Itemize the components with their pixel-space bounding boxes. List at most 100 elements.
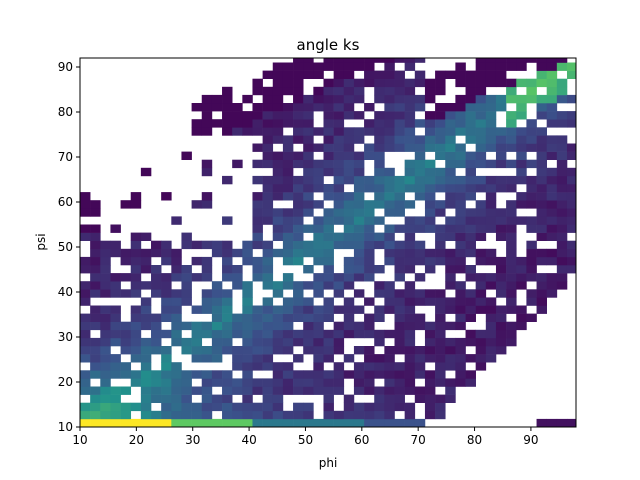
heatmap-cell bbox=[374, 410, 385, 420]
heatmap-cell bbox=[262, 94, 274, 104]
heatmap-cell bbox=[424, 386, 436, 395]
heatmap-cell bbox=[353, 111, 365, 120]
heatmap-cell bbox=[404, 346, 416, 355]
heatmap-cell bbox=[435, 232, 446, 241]
heatmap-cell bbox=[282, 386, 294, 395]
heatmap-cell bbox=[161, 386, 172, 395]
heatmap-cell bbox=[404, 175, 416, 185]
heatmap-cell bbox=[343, 224, 355, 233]
heatmap-cell bbox=[536, 143, 547, 152]
heatmap-cell bbox=[272, 305, 284, 314]
heatmap-cell bbox=[323, 111, 334, 120]
heatmap-cell bbox=[465, 216, 476, 225]
heatmap-cell bbox=[262, 175, 274, 185]
heatmap-cell bbox=[536, 273, 547, 282]
heatmap-cell bbox=[110, 305, 121, 314]
heatmap-cell bbox=[404, 265, 416, 274]
heatmap-cell bbox=[465, 70, 476, 79]
heatmap-cell bbox=[404, 135, 416, 144]
heatmap-cell bbox=[435, 370, 446, 379]
heatmap-cell bbox=[293, 151, 304, 160]
heatmap-cell bbox=[90, 273, 101, 282]
heatmap-cell bbox=[424, 143, 436, 152]
heatmap-cell bbox=[343, 216, 355, 225]
heatmap-cell bbox=[404, 297, 416, 306]
heatmap-cell bbox=[536, 248, 547, 258]
heatmap-cell bbox=[343, 410, 355, 420]
heatmap-cell bbox=[404, 200, 416, 209]
heatmap-cell bbox=[526, 78, 537, 88]
heatmap-cell bbox=[485, 281, 497, 290]
heatmap-cell bbox=[384, 386, 395, 395]
heatmap-cell bbox=[495, 313, 507, 322]
heatmap-cell bbox=[364, 175, 375, 185]
heatmap-cell bbox=[252, 402, 263, 412]
heatmap-cell bbox=[232, 313, 243, 322]
heatmap-cell bbox=[556, 119, 568, 128]
heatmap-cell bbox=[506, 143, 517, 152]
heatmap-cell bbox=[303, 240, 314, 250]
heatmap-cell bbox=[333, 305, 345, 314]
heatmap-cell bbox=[262, 418, 274, 428]
heatmap-cell bbox=[516, 62, 527, 71]
heatmap-cell bbox=[384, 175, 395, 185]
heatmap-cell bbox=[374, 167, 385, 177]
heatmap-cell bbox=[394, 297, 405, 306]
heatmap-cell bbox=[455, 248, 466, 258]
heatmap-cell bbox=[272, 362, 284, 371]
heatmap-cell bbox=[495, 58, 507, 63]
heatmap-cell bbox=[475, 62, 487, 71]
heatmap-cell bbox=[222, 321, 233, 331]
heatmap-cell bbox=[556, 111, 568, 120]
heatmap-cell bbox=[465, 94, 476, 104]
heatmap-cell bbox=[394, 273, 405, 282]
heatmap-cell bbox=[424, 192, 436, 201]
heatmap-cell bbox=[282, 370, 294, 379]
heatmap-cell bbox=[140, 248, 152, 258]
heatmap-cell bbox=[435, 337, 446, 347]
heatmap-cell bbox=[80, 337, 91, 347]
heatmap-cell bbox=[100, 354, 111, 363]
heatmap-cell bbox=[90, 418, 101, 428]
heatmap-cell bbox=[140, 346, 152, 355]
heatmap-cell bbox=[272, 329, 284, 339]
heatmap-cell bbox=[536, 192, 547, 201]
heatmap-cell bbox=[171, 394, 182, 403]
heatmap-cell bbox=[303, 175, 314, 185]
heatmap-cell bbox=[424, 256, 436, 266]
heatmap-cell bbox=[282, 224, 294, 233]
heatmap-cell bbox=[293, 62, 304, 71]
heatmap-cell bbox=[516, 78, 527, 88]
heatmap-cell bbox=[495, 289, 507, 298]
heatmap-cell bbox=[384, 402, 395, 412]
heatmap-cell bbox=[242, 119, 253, 128]
heatmap-cell bbox=[151, 346, 162, 355]
heatmap-cell bbox=[556, 200, 568, 209]
heatmap-cell bbox=[374, 127, 385, 136]
heatmap-cell bbox=[455, 119, 466, 128]
heatmap-cell bbox=[364, 232, 375, 241]
heatmap-cell bbox=[353, 256, 365, 266]
heatmap-cell bbox=[313, 346, 324, 355]
heatmap-cell bbox=[536, 208, 547, 217]
heatmap-cell bbox=[384, 62, 395, 71]
heatmap-cell bbox=[161, 192, 172, 201]
heatmap-cell bbox=[120, 418, 132, 428]
heatmap-cell bbox=[343, 58, 355, 63]
heatmap-cell bbox=[171, 313, 182, 322]
heatmap-cell bbox=[353, 192, 365, 201]
heatmap-cell bbox=[465, 337, 476, 347]
heatmap-cell bbox=[100, 248, 111, 258]
heatmap-cell bbox=[282, 70, 294, 79]
heatmap-cell bbox=[485, 143, 497, 152]
heatmap-cell bbox=[272, 232, 284, 241]
heatmap-cell bbox=[303, 167, 314, 177]
heatmap-cell bbox=[404, 119, 416, 128]
heatmap-cell bbox=[293, 119, 304, 128]
heatmap-cell bbox=[364, 216, 375, 225]
heatmap-cell bbox=[445, 224, 456, 233]
heatmap-cell bbox=[161, 378, 172, 387]
heatmap-cell bbox=[394, 58, 405, 63]
heatmap-cell bbox=[262, 103, 274, 112]
heatmap-cell bbox=[506, 265, 517, 274]
